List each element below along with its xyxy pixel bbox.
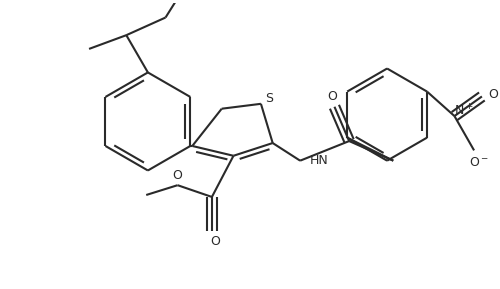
Text: O: O — [328, 90, 338, 103]
Text: O$^-$: O$^-$ — [469, 156, 489, 169]
Text: O: O — [210, 235, 220, 248]
Text: O: O — [488, 88, 498, 101]
Text: S: S — [265, 92, 273, 105]
Text: O: O — [172, 169, 182, 182]
Text: N$^+$: N$^+$ — [454, 103, 474, 119]
Text: HN: HN — [310, 154, 328, 167]
